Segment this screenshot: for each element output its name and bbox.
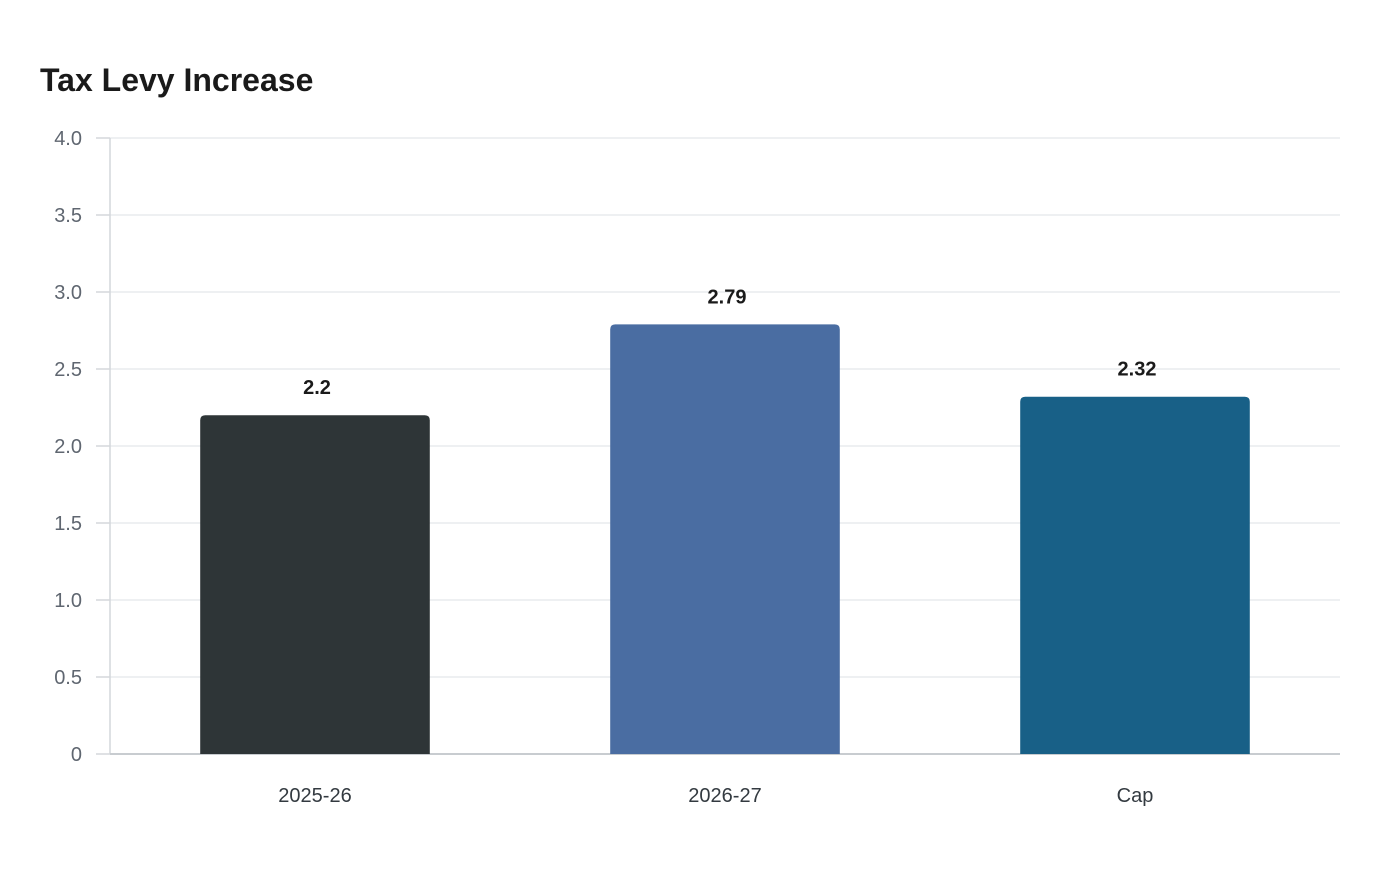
y-tick-label: 1.5 (54, 513, 82, 535)
y-tick-label: 4.0 (54, 128, 82, 150)
data-label: 2.32 (1118, 359, 1157, 381)
data-label: 2.2 (303, 377, 331, 399)
y-tick-label: 3.5 (54, 205, 82, 227)
data-label: 2.79 (708, 286, 747, 308)
labels: 0 0.5 1.0 1.5 2.0 2.5 3.0 3.5 4.0 2.2 2025-26 2.79 2… (54, 128, 1156, 807)
bars (200, 324, 1250, 754)
x-tick-label: Cap (1117, 785, 1154, 807)
y-tick-label: 1.0 (54, 590, 82, 612)
x-tick-label: 2025-26 (278, 785, 351, 807)
y-tick-label: 2.0 (54, 436, 82, 458)
y-tick-label: 0.5 (54, 667, 82, 689)
bar-2025-26 (200, 415, 430, 754)
bar-2026-27 (610, 324, 840, 754)
bar-cap (1020, 396, 1250, 754)
y-tick-label: 2.5 (54, 359, 82, 381)
x-tick-label: 2026-27 (688, 785, 761, 807)
y-tick-label: 3.0 (54, 282, 82, 304)
y-tick-label: 0 (71, 744, 82, 766)
chart-title: Tax Levy Increase (40, 62, 314, 98)
